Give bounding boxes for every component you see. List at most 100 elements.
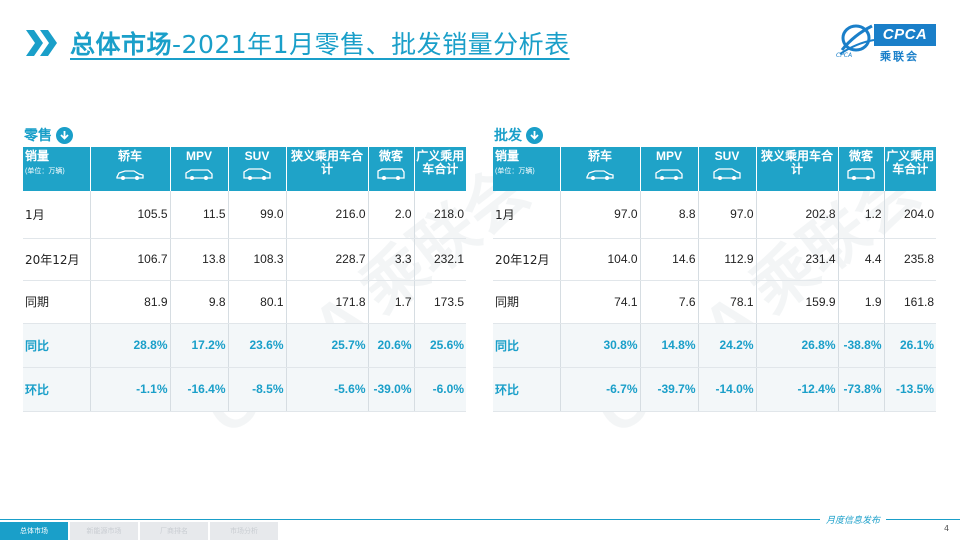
tab-overall-market[interactable]: 总体市场 [0,522,68,540]
table-cell: 7.6 [640,280,699,324]
table-cell: -6.7% [560,367,641,412]
mpv-icon [655,169,683,180]
table-row: 20年12月 106.7 13.8 108.3 228.7 3.3 232.1 [23,238,466,281]
col-header-minivan: 微客 [368,147,415,191]
table-row: 同期 74.1 7.6 78.1 159.9 1.9 161.8 [493,280,936,324]
table-header-row: 销量 (单位：万辆) 轿车 MPV SUV 狭义乘用车合计 微客 广义乘用车合计 [493,147,936,191]
table-cell: 25.6% [414,323,466,368]
table-cell: 17.2% [170,323,229,368]
table-cell: 9.8 [170,280,229,324]
retail-title-text: 零售 [24,128,52,144]
table-cell: 171.8 [286,280,369,324]
col-header-narrow-total: 狭义乘用车合计 [286,147,369,191]
col-header-broad-total: 广义乘用车合计 [884,147,936,191]
table-cell: 1.2 [838,191,885,239]
table-cell: 28.8% [90,323,171,368]
table-cell: 104.0 [560,238,641,281]
tab-nev-market[interactable]: 新能源市场 [70,522,138,540]
table-cell: 30.8% [560,323,641,368]
page-title: 总体市场-2021年1月零售、批发销量分析表 [70,25,570,61]
circle-down-arrow-icon [56,126,73,144]
table-cell: 26.8% [756,323,839,368]
table-row: 环比 -1.1% -16.4% -8.5% -5.6% -39.0% -6.0% [23,367,466,412]
table-cell: -8.5% [228,367,287,412]
row-label: 同比 [23,323,91,368]
table-cell: 23.6% [228,323,287,368]
page-title-bold: 总体市场 [70,30,173,59]
row-label: 20年12月 [493,238,561,281]
table-cell: 4.4 [838,238,885,281]
table-cell: 202.8 [756,191,839,239]
tab-maker-ranking[interactable]: 厂商排名 [140,522,208,540]
table-cell: 161.8 [884,280,936,324]
table-cell: -5.6% [286,367,369,412]
table-cell: 80.1 [228,280,287,324]
table-cell: -12.4% [756,367,839,412]
table-cell: 26.1% [884,323,936,368]
tab-market-analysis[interactable]: 市场分析 [210,522,278,540]
table-cell: 99.0 [228,191,287,239]
footer-divider [0,519,960,520]
wholesale-section-title: 批发 [494,125,543,145]
table-cell: 112.9 [698,238,757,281]
table-cell: -39.7% [640,367,699,412]
minivan-icon [377,168,405,180]
table-cell: 78.1 [698,280,757,324]
retail-section-title: 零售 [24,125,73,145]
table-cell: 204.0 [884,191,936,239]
table-cell: 231.4 [756,238,839,281]
table-cell: 1.7 [368,280,415,324]
table-row: 1月 97.0 8.8 97.0 202.8 1.2 204.0 [493,191,936,239]
table-cell: 8.8 [640,191,699,239]
row-label: 1月 [493,191,561,239]
table-cell: 108.3 [228,238,287,281]
table-row: 同期 81.9 9.8 80.1 171.8 1.7 173.5 [23,280,466,324]
col-header-narrow-total: 狭义乘用车合计 [756,147,839,191]
row-label: 同比 [493,323,561,368]
table-row: 同比 28.8% 17.2% 23.6% 25.7% 20.6% 25.6% [23,323,466,368]
table-cell: 218.0 [414,191,466,239]
double-chevron-icon [26,30,60,56]
table-cell: 1.9 [838,280,885,324]
row-label: 同期 [493,280,561,324]
table-cell: -14.0% [698,367,757,412]
table-cell: 14.6 [640,238,699,281]
table-cell: 159.9 [756,280,839,324]
col-header-mpv: MPV [640,147,699,191]
table-header-row: 销量 (单位：万辆) 轿车 MPV SUV 狭义乘用车合计 微客 广义乘用车合计 [23,147,466,191]
wholesale-title-text: 批发 [494,128,522,144]
retail-table: 销量 (单位：万辆) 轿车 MPV SUV 狭义乘用车合计 微客 广义乘用车合计 … [23,147,466,412]
table-cell: -16.4% [170,367,229,412]
sedan-icon [586,170,614,180]
col-header-suv: SUV [698,147,757,191]
table-cell: 106.7 [90,238,171,281]
table-row: 1月 105.5 11.5 99.0 216.0 2.0 218.0 [23,191,466,239]
table-cell: -13.5% [884,367,936,412]
table-row: 同比 30.8% 14.8% 24.2% 26.8% -38.8% 26.1% [493,323,936,368]
table-cell: 235.8 [884,238,936,281]
col-header-sales: 销量 (单位：万辆) [493,147,561,191]
sedan-icon [116,170,144,180]
row-label: 环比 [23,367,91,412]
table-cell: 11.5 [170,191,229,239]
table-cell: 13.8 [170,238,229,281]
table-row: 环比 -6.7% -39.7% -14.0% -12.4% -73.8% -13.5% [493,367,936,412]
table-cell: -6.0% [414,367,466,412]
table-cell: -39.0% [368,367,415,412]
table-cell: 20.6% [368,323,415,368]
logo-emblem-icon [839,24,875,55]
table-cell: 228.7 [286,238,369,281]
table-cell: 173.5 [414,280,466,324]
table-cell: 105.5 [90,191,171,239]
logo-text: CPCA [874,24,936,46]
table-cell: -38.8% [838,323,885,368]
table-cell: 74.1 [560,280,641,324]
table-cell: 3.3 [368,238,415,281]
table-cell: 2.0 [368,191,415,239]
circle-down-arrow-icon [526,126,543,144]
table-cell: 24.2% [698,323,757,368]
minivan-icon [847,168,875,180]
col-header-sales: 销量 (单位：万辆) [23,147,91,191]
table-cell: 81.9 [90,280,171,324]
col-header-minivan: 微客 [838,147,885,191]
